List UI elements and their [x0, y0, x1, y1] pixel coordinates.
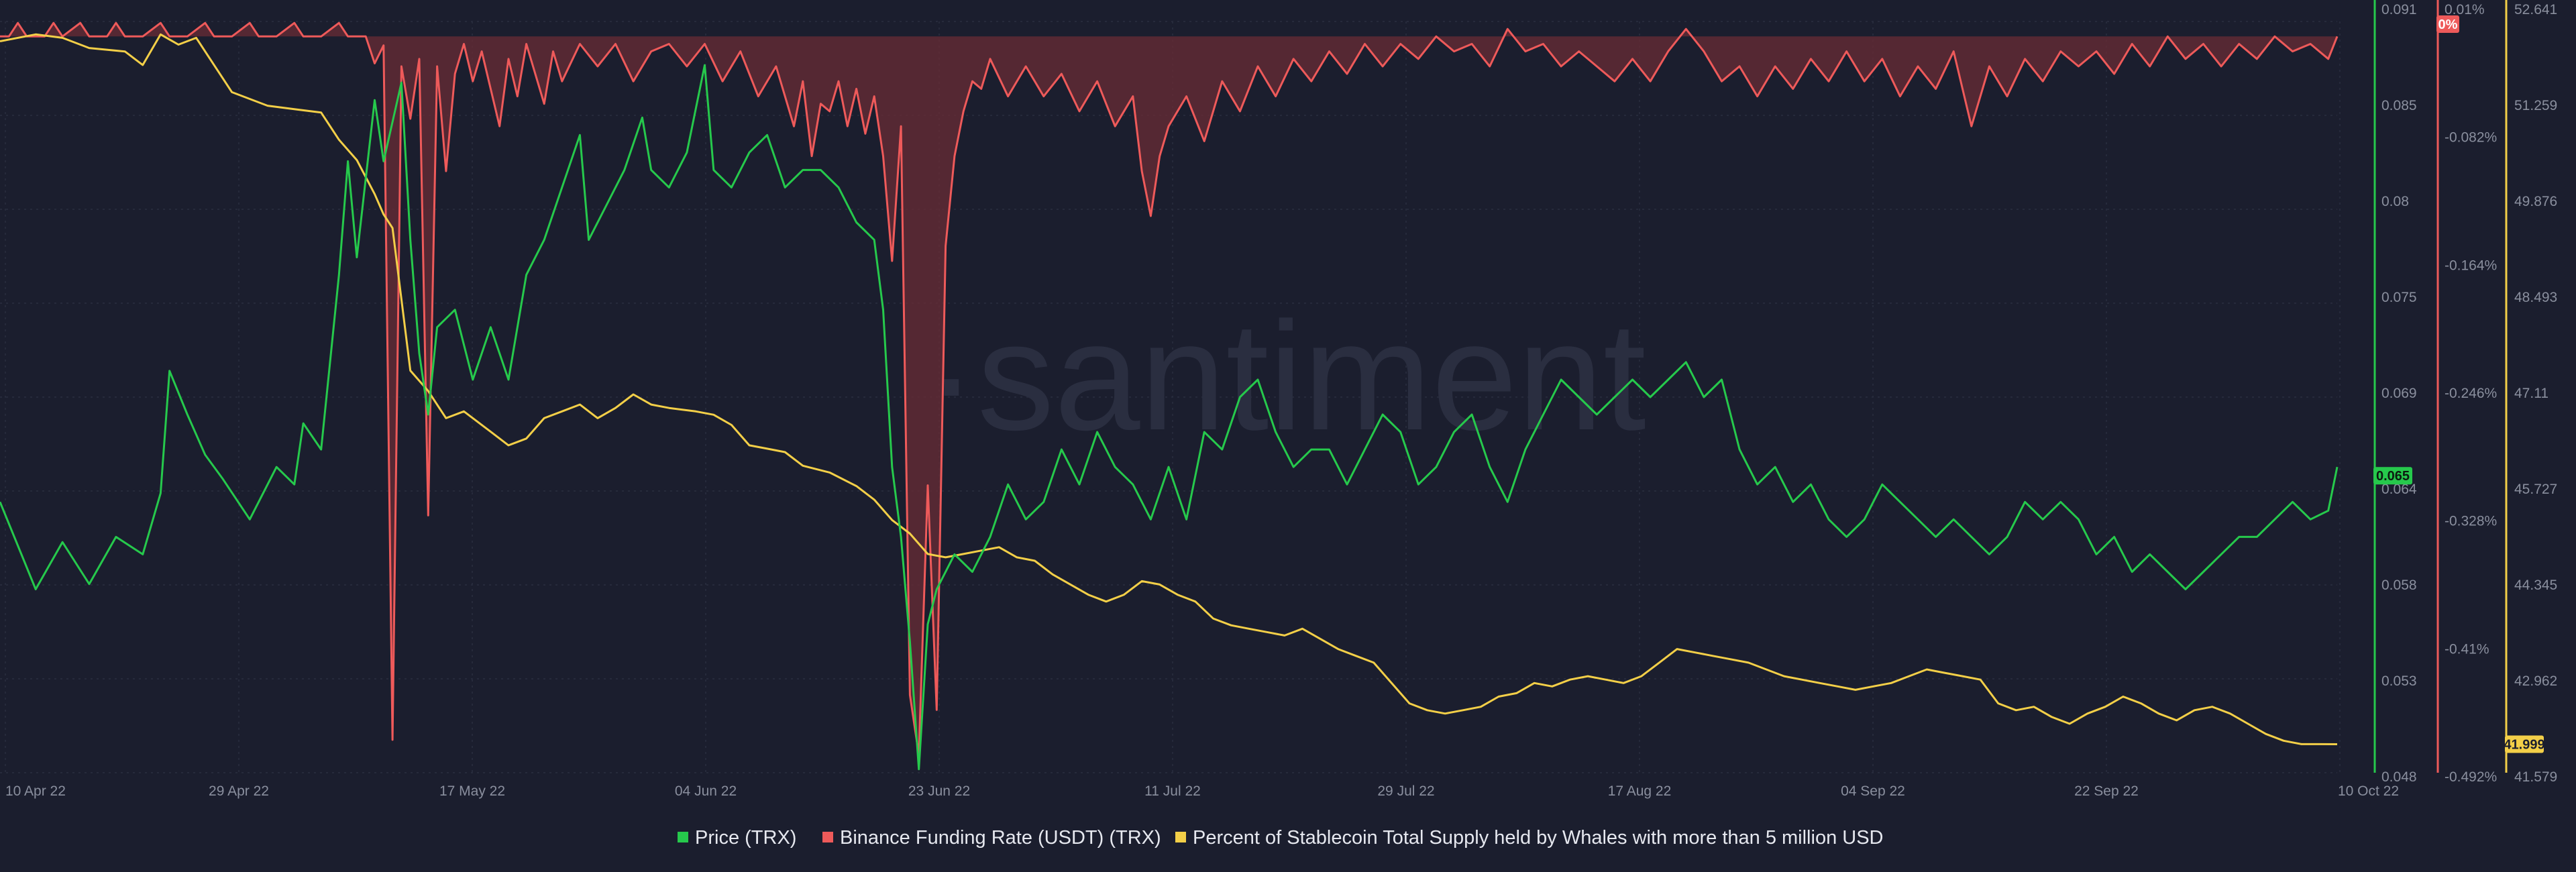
- price-tick-label: 0.069: [2381, 386, 2417, 401]
- whales-tick-label: 48.493: [2514, 290, 2557, 305]
- whales-tick-label: 45.727: [2514, 482, 2557, 497]
- funding-tick-label: -0.41%: [2445, 641, 2489, 657]
- price-tick-label: 0.053: [2381, 673, 2417, 689]
- whales-tick-label: 41.579: [2514, 769, 2557, 785]
- price-value-badge: [2373, 467, 2412, 485]
- legend-swatch-1[interactable]: [822, 832, 833, 842]
- whales-tick-label: 52.641: [2514, 2, 2557, 17]
- series-line-0: [0, 64, 2339, 771]
- whales-value-badge-text: 41.999: [2504, 737, 2544, 752]
- funding-value-badge: [2436, 15, 2459, 33]
- grid-lines: [0, 21, 2341, 773]
- series-line-2: [0, 33, 2338, 745]
- x-tick-label: 22 Sep 22: [2074, 783, 2139, 799]
- watermark: ·santiment: [926, 290, 1646, 462]
- funding-tick-label: -0.082%: [2445, 130, 2497, 146]
- series-layer: [0, 21, 2339, 771]
- x-tick-label: 17 Aug 22: [1608, 783, 1672, 799]
- price-tick-label: 0.08: [2381, 194, 2409, 209]
- funding-tick-label: -0.164%: [2445, 258, 2497, 273]
- x-tick-label: 11 Jul 22: [1144, 783, 1201, 799]
- whales-tick-label: 51.259: [2514, 98, 2557, 113]
- legend-swatch-0[interactable]: [678, 832, 688, 842]
- whales-tick-label: 49.876: [2514, 194, 2557, 209]
- price-tick-label: 0.058: [2381, 578, 2417, 593]
- whales-tick-label: 44.345: [2514, 578, 2557, 593]
- funding-tick-label: -0.492%: [2445, 769, 2497, 785]
- price-value-badge-text: 0.065: [2376, 469, 2410, 484]
- funding-tick-label: -0.328%: [2445, 514, 2497, 529]
- funding-tick-label: 0.01%: [2445, 2, 2485, 17]
- legend-swatch-2[interactable]: [1175, 832, 1186, 842]
- whales-tick-label: 47.11: [2514, 386, 2548, 401]
- price-tick-label: 0.048: [2381, 769, 2417, 785]
- funding-value-badge-text: 0%: [2438, 17, 2458, 32]
- series-line-1: [0, 21, 2339, 756]
- x-tick-label: 29 Jul 22: [1377, 783, 1434, 799]
- legend[interactable]: Price (TRX) Binance Funding Rate (USDT) (…: [678, 827, 1884, 849]
- whales-value-badge: [2505, 735, 2544, 753]
- whales-tick-label: 42.962: [2514, 673, 2557, 689]
- price-tick-label: 0.091: [2381, 2, 2417, 17]
- x-tick-label: 23 Jun 22: [908, 783, 970, 799]
- price-tick-label: 0.075: [2381, 290, 2417, 305]
- x-tick-label: 04 Jun 22: [675, 783, 737, 799]
- x-tick-label: 10 Oct 22: [2338, 783, 2399, 799]
- price-tick-label: 0.064: [2381, 482, 2417, 497]
- x-tick-label: 17 May 22: [439, 783, 505, 799]
- x-tick-label: 29 Apr 22: [209, 783, 269, 799]
- axes: 0.091 0.085 0.08 0.075 0.069 0.064 0.058 0.053 0…: [5, 0, 2557, 799]
- legend-label-2[interactable]: Percent of Stablecoin Total Supply held …: [1193, 827, 1884, 849]
- x-tick-label: 10 Apr 22: [5, 783, 66, 799]
- price-tick-label: 0.085: [2381, 98, 2417, 113]
- legend-label-0[interactable]: Price (TRX): [695, 827, 796, 849]
- legend-label-1[interactable]: Binance Funding Rate (USDT) (TRX): [840, 827, 1161, 849]
- funding-tick-label: -0.246%: [2445, 386, 2497, 401]
- x-tick-label: 04 Sep 22: [1841, 783, 1905, 799]
